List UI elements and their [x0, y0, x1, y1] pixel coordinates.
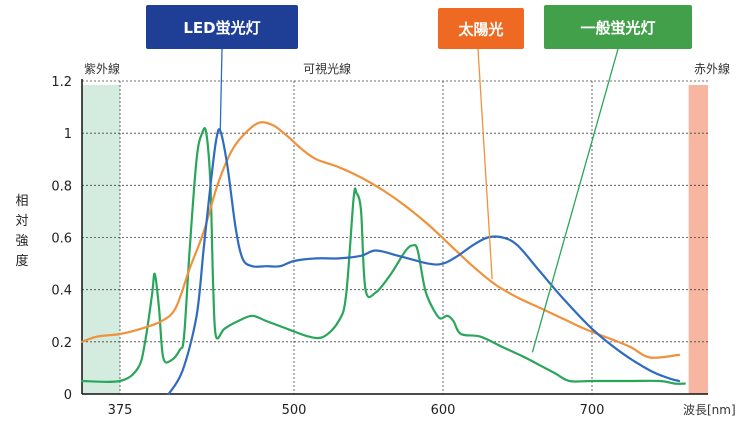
leader-line — [219, 48, 223, 134]
leader-line — [477, 48, 493, 280]
series-labels: LED蛍光灯 太陽光 一般蛍光灯 — [146, 5, 692, 353]
y-tick-label: 0.4 — [51, 284, 72, 299]
x-tick-labels: 375 500 600 700 — [108, 403, 605, 418]
region-label: 紫外線 — [84, 61, 120, 76]
x-tick-label: 375 — [108, 403, 133, 418]
x-tick-label: 500 — [282, 403, 307, 418]
y-tick-label: 0.6 — [51, 232, 72, 247]
series-line — [80, 127, 686, 385]
x-axis-unit-label: 波長[nm] — [683, 403, 736, 417]
series-line — [80, 121, 681, 359]
series-label-box — [146, 5, 298, 49]
x-tick-label: 700 — [580, 403, 605, 418]
spectrum-regions: 紫外線 可視光線 赤外線 — [82, 61, 730, 394]
y-axis-label-text: 相対強度 — [15, 194, 28, 269]
leader-line — [531, 48, 619, 353]
x-tick-label: 600 — [431, 403, 456, 418]
y-tick-label: 1 — [64, 127, 72, 142]
y-tick-label: 0.8 — [51, 179, 72, 194]
region-label: 赤外線 — [694, 61, 730, 76]
series-lines — [80, 121, 686, 396]
y-tick-label: 1.2 — [51, 75, 72, 90]
y-axis-label: 相対強度 — [15, 194, 28, 269]
y-tick-label: 0.2 — [51, 336, 72, 351]
region-label: 可視光線 — [303, 61, 351, 76]
series-label-box — [438, 8, 524, 49]
series-label: 太陽光 — [458, 21, 503, 39]
series-label: 一般蛍光灯 — [580, 19, 655, 37]
y-tick-label: 0 — [64, 388, 72, 403]
region-band — [688, 85, 708, 394]
series-line — [167, 128, 681, 396]
series-label: LED蛍光灯 — [183, 19, 260, 37]
y-tick-labels: 0 0.2 0.4 0.6 0.8 1 1.2 — [51, 75, 72, 403]
series-label-box — [544, 5, 692, 49]
region-band — [82, 85, 120, 394]
